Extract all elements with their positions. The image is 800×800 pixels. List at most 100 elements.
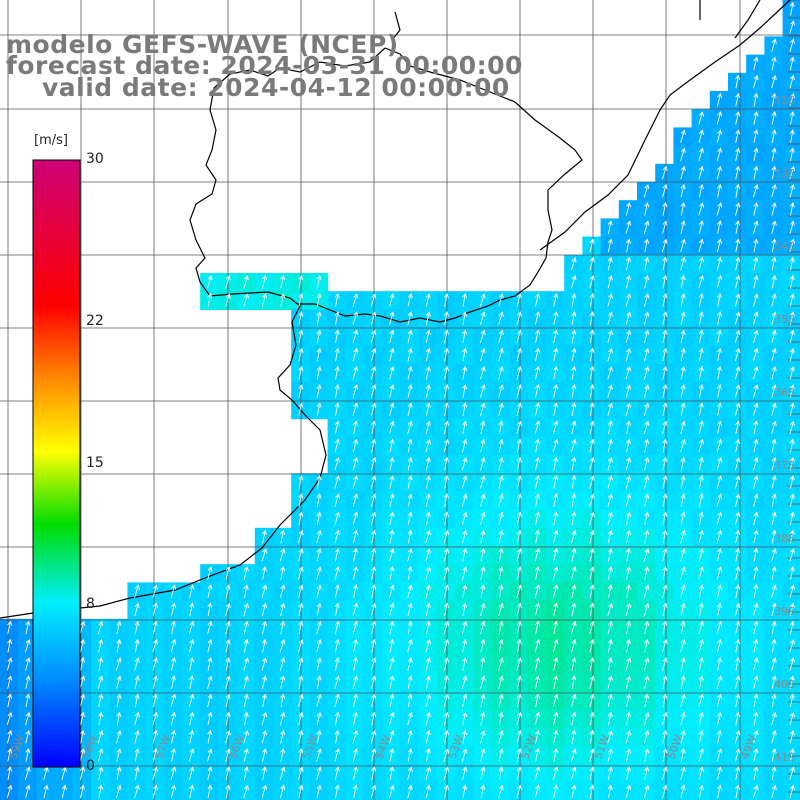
wind-arrow: [207, 711, 213, 726]
wind-arrow: [589, 638, 595, 653]
wind-arrow: [662, 329, 668, 344]
wind-arrow: [316, 511, 322, 526]
wind-arrow: [280, 602, 286, 617]
wind-arrow: [643, 384, 650, 398]
wind-arrow: [189, 784, 195, 799]
wind-arrow: [552, 547, 559, 562]
wind-arrow: [644, 202, 650, 216]
wind-arrow: [753, 56, 759, 71]
wind-arrow: [698, 511, 704, 526]
wind-arrow: [316, 784, 322, 799]
wind-arrow: [407, 548, 413, 562]
wind-arrow: [407, 493, 413, 507]
wind-arrow: [298, 511, 304, 526]
wind-arrow: [607, 329, 613, 344]
wind-arrow: [261, 584, 268, 598]
wind-arrow: [279, 766, 286, 780]
wind-arrow: [352, 438, 359, 453]
wind-arrow: [680, 584, 686, 598]
wind-arrow: [789, 584, 795, 598]
wind-arrow: [771, 402, 777, 416]
wind-arrow: [334, 311, 340, 325]
wind-arrow: [389, 766, 395, 780]
wind-arrow: [316, 402, 322, 416]
wind-arrow: [680, 547, 686, 562]
wind-arrow: [352, 293, 359, 307]
wind-arrow: [589, 566, 595, 580]
wind-arrow: [589, 475, 595, 489]
wind-arrow: [571, 456, 577, 471]
wind-arrow: [480, 493, 486, 507]
wind-arrow: [535, 675, 541, 689]
colorbar-tick-label: 30: [86, 151, 104, 167]
wind-arrow: [735, 784, 741, 799]
wind-arrow: [498, 675, 504, 689]
wind-arrow: [607, 256, 613, 271]
wind-arrow: [589, 766, 595, 780]
wind-arrow: [25, 784, 31, 799]
wind-arrow: [116, 766, 122, 780]
wind-arrow: [25, 657, 31, 671]
wind-arrow: [698, 256, 704, 271]
wind-arrow: [789, 529, 795, 544]
wind-arrow: [480, 529, 486, 544]
wind-arrow: [461, 529, 468, 544]
wind-arrow: [480, 656, 486, 671]
wind-arrow: [79, 675, 86, 689]
wind-arrow: [553, 347, 559, 362]
wind-arrow: [480, 766, 486, 780]
wind-arrow: [753, 730, 759, 744]
wind-arrow: [771, 511, 777, 526]
wind-arrow: [243, 638, 249, 653]
wind-arrow: [716, 365, 722, 380]
wind-arrow: [734, 293, 741, 307]
wind-arrow: [716, 238, 723, 253]
wind-arrow: [735, 256, 741, 271]
wind-arrow: [334, 584, 340, 598]
wind-arrow: [334, 438, 340, 453]
wind-arrow: [98, 693, 104, 708]
wind-arrow: [607, 748, 613, 762]
wind-arrow: [789, 420, 795, 435]
wind-arrow: [753, 547, 759, 562]
wind-arrow: [571, 584, 577, 598]
wind-arrow: [79, 766, 86, 780]
wind-arrow: [7, 693, 13, 708]
wind-arrow: [316, 529, 322, 544]
wind-arrow: [480, 547, 486, 562]
wind-arrow: [571, 766, 577, 780]
wind-arrow: [407, 693, 413, 708]
wind-arrow: [298, 639, 304, 653]
wind-arrow: [25, 729, 31, 744]
wind-arrow: [116, 638, 122, 653]
wind-arrow: [225, 620, 231, 635]
wind-arrow: [152, 657, 158, 671]
latitude-label: 40S: [774, 678, 795, 691]
wind-arrow: [553, 729, 559, 744]
wind-arrow: [589, 347, 595, 362]
wind-arrow: [735, 529, 741, 544]
wind-arrow: [716, 275, 723, 289]
wind-arrow: [443, 675, 449, 689]
wind-arrow: [698, 529, 704, 544]
wind-arrow: [316, 675, 322, 689]
wind-arrow: [371, 420, 377, 435]
colorbar-tick-label: 0: [86, 758, 95, 774]
wind-arrow: [607, 457, 613, 471]
wind-arrow: [189, 729, 195, 744]
wind-arrow: [643, 184, 650, 198]
wind-arrow: [589, 256, 595, 271]
wind-arrow: [716, 475, 723, 489]
wind-arrow: [680, 529, 686, 544]
wind-arrow: [389, 365, 395, 380]
wind-arrow: [115, 657, 122, 671]
wind-arrow: [680, 566, 686, 580]
wind-arrow: [698, 147, 704, 162]
wind-arrow: [734, 511, 741, 526]
wind-arrow: [462, 766, 468, 780]
wind-arrow: [516, 420, 522, 435]
wind-arrow: [662, 311, 668, 325]
wind-arrow: [334, 638, 340, 653]
wind-arrow: [479, 347, 486, 362]
wind-arrow: [698, 784, 704, 799]
